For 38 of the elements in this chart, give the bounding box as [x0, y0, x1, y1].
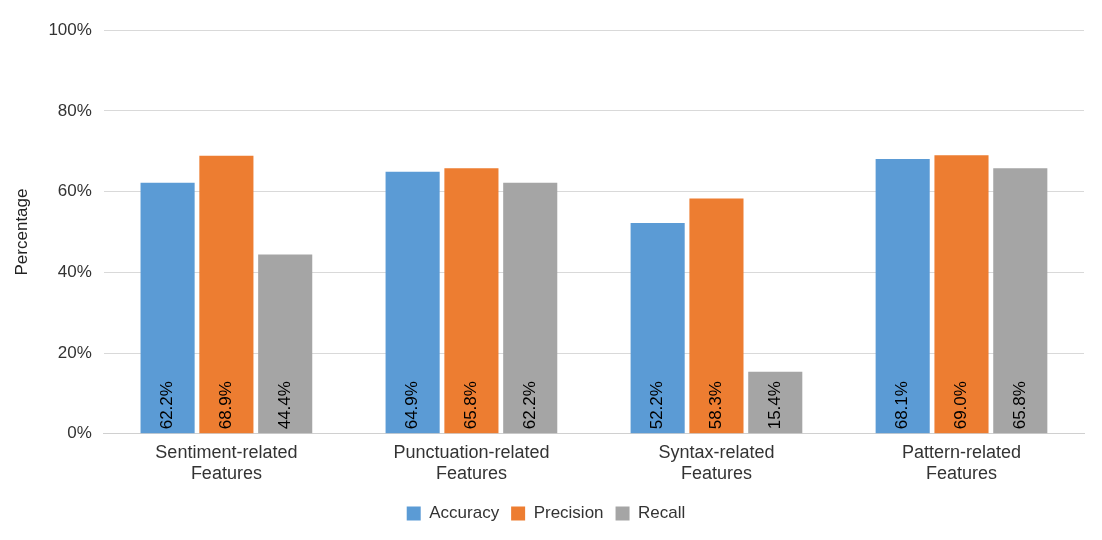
- bar: [689, 198, 744, 434]
- data-label: 44.4%: [274, 381, 294, 430]
- data-label: 58.3%: [706, 381, 726, 430]
- data-label: 65.8%: [461, 381, 481, 430]
- bar: [630, 223, 685, 434]
- x-tick-label: Sentiment-related Features: [155, 441, 298, 484]
- bar: [258, 254, 313, 434]
- data-label: 65.8%: [1009, 381, 1029, 430]
- bar: [993, 168, 1048, 434]
- legend-label: Recall: [638, 503, 686, 523]
- bar: [748, 371, 803, 434]
- data-label: 62.2%: [519, 381, 539, 430]
- data-label: 62.2%: [157, 381, 177, 430]
- y-tick-label: 0%: [67, 423, 92, 443]
- y-tick-label: 60%: [57, 181, 92, 201]
- x-tick-label: Pattern-related Features: [901, 441, 1022, 484]
- bar: [385, 171, 440, 434]
- bar: [444, 168, 499, 434]
- legend-label: Precision: [533, 503, 604, 523]
- data-label: 64.9%: [402, 381, 422, 430]
- y-axis-title: Percentage: [11, 188, 31, 276]
- bar: [199, 155, 254, 434]
- bar: [140, 182, 195, 434]
- y-tick-label: 40%: [57, 262, 92, 282]
- data-label: 52.2%: [647, 381, 667, 430]
- data-label: 69.0%: [951, 381, 971, 430]
- bar: [503, 182, 558, 434]
- data-label: 68.9%: [216, 381, 236, 430]
- data-label: 15.4%: [764, 381, 784, 430]
- bar: [934, 155, 989, 434]
- bar: [875, 158, 930, 434]
- y-tick-label: 20%: [57, 342, 92, 362]
- x-tick-label: Punctuation-related Features: [393, 441, 550, 484]
- data-label: 68.1%: [892, 381, 912, 430]
- y-tick-label: 80%: [57, 100, 92, 120]
- y-tick-label: 100%: [48, 19, 92, 39]
- legend-label: Accuracy: [429, 503, 500, 523]
- x-tick-label: Syntax-related Features: [658, 441, 775, 484]
